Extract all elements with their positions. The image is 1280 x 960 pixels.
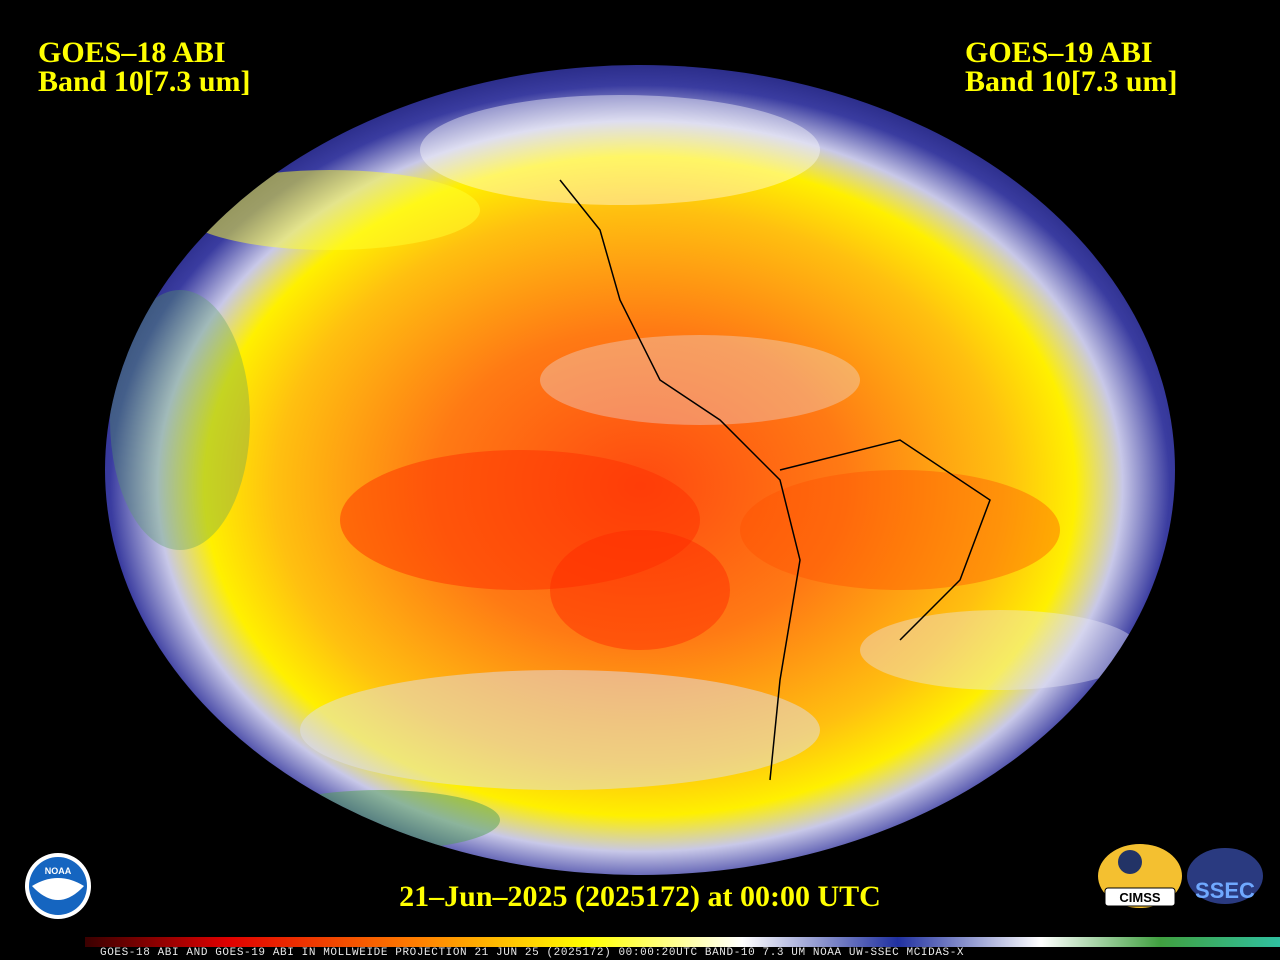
right-title: GOES–19 ABI (965, 36, 1153, 69)
footer-caption: GOES-18 ABI AND GOES-19 ABI IN MOLLWEIDE… (100, 947, 964, 959)
timestamp: 21–Jun–2025 (2025172) at 00:00 UTC (399, 880, 881, 913)
left-title: GOES–18 ABI (38, 36, 226, 69)
noaa-logo: NOAA (25, 853, 91, 919)
color-bar (85, 937, 1280, 947)
cimss-label: CIMSS (1119, 890, 1161, 905)
noaa-label: NOAA (45, 866, 72, 876)
ssec-logo: SSEC (1187, 848, 1263, 904)
ssec-label: SSEC (1195, 878, 1255, 903)
cimss-logo: CIMSS (1098, 844, 1182, 908)
right-subtitle: Band 10[7.3 um] (965, 65, 1178, 98)
cloud-features (110, 95, 1140, 850)
left-subtitle: Band 10[7.3 um] (38, 65, 251, 98)
